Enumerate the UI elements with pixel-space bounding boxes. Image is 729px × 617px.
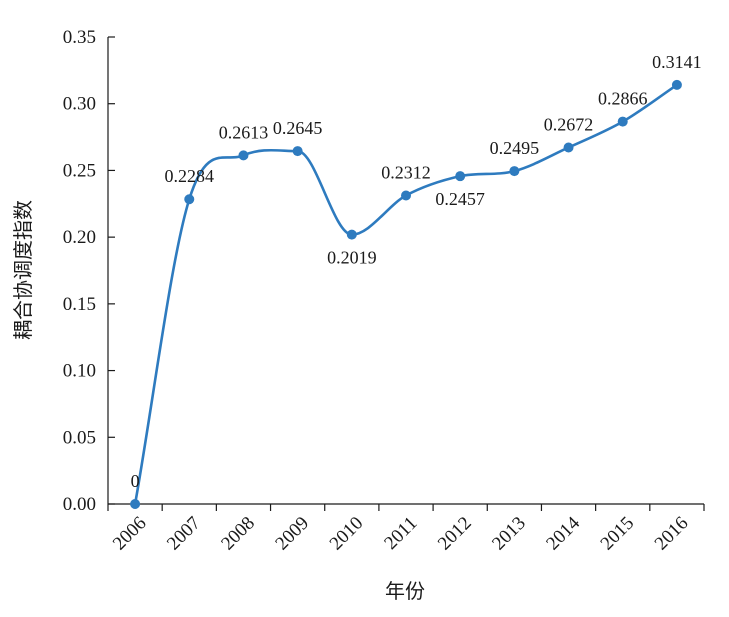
y-tick-label: 0.15 (63, 294, 96, 315)
data-label: 0.2495 (490, 138, 540, 158)
x-tick-label: 2016 (651, 513, 693, 555)
data-point (184, 194, 195, 205)
y-axis-title: 耦合协调度指数 (12, 200, 35, 340)
data-point (130, 499, 141, 509)
data-point (292, 146, 303, 157)
data-label: 0.2672 (544, 114, 594, 134)
x-tick-label: 2015 (597, 513, 639, 555)
y-tick-label: 0.00 (63, 494, 96, 515)
y-tick-label: 0.05 (63, 427, 96, 448)
y-tick-label: 0.35 (63, 27, 96, 48)
data-label: 0.2284 (165, 166, 215, 186)
x-tick-label: 2012 (434, 513, 476, 555)
data-point (509, 166, 520, 177)
data-label: 0.2457 (435, 189, 485, 209)
series-layer (130, 79, 682, 509)
x-tick-label: 2013 (488, 513, 530, 555)
data-label: 0.2312 (381, 163, 431, 183)
data-label: 0 (131, 471, 140, 491)
y-tick-label: 0.10 (63, 361, 96, 382)
data-point (617, 116, 628, 127)
data-point (401, 190, 411, 201)
y-tick-label: 0.20 (63, 227, 96, 248)
data-label: 0.2645 (273, 118, 323, 138)
axes (107, 37, 704, 505)
data-point (346, 229, 357, 240)
data-label: 0.2866 (598, 89, 648, 109)
y-axis-ticks: 0.00 0.05 0.10 0.15 0.20 0.25 0.30 0.35 (63, 27, 115, 515)
x-tick-label: 2010 (326, 513, 368, 555)
data-point (671, 79, 682, 90)
y-tick-label: 0.30 (63, 94, 96, 115)
data-label: 0.2613 (219, 122, 269, 142)
series-line (133, 83, 678, 505)
x-tick-label: 2007 (163, 513, 205, 555)
x-tick-label: 2009 (271, 513, 313, 555)
x-tick-label: 2014 (542, 512, 584, 554)
x-axis-ticks: 2006 2007 2008 2009 2010 2011 2012 2013 2014 2015… (107, 504, 705, 555)
x-tick-label: 2011 (380, 513, 421, 554)
data-label: 0.2019 (327, 248, 377, 268)
data-point (455, 171, 466, 182)
data-label: 0.3141 (652, 52, 702, 72)
x-tick-label: 2006 (109, 513, 151, 555)
data-point (238, 150, 249, 161)
x-axis-title: 年份 (385, 580, 425, 603)
y-tick-label: 0.25 (63, 160, 96, 181)
data-point (563, 142, 574, 153)
x-tick-label: 2008 (217, 513, 259, 555)
